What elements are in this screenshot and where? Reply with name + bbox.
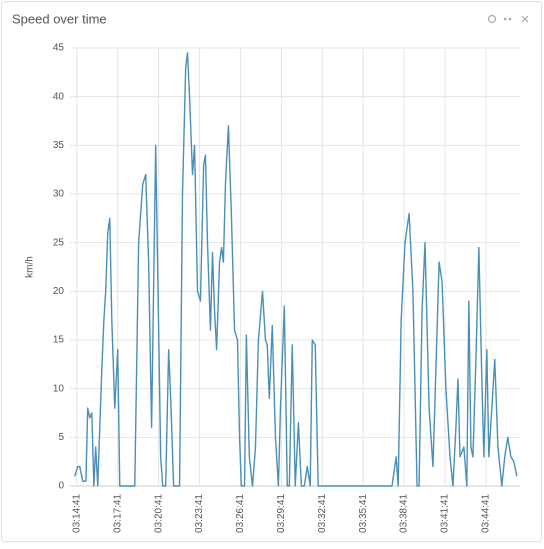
y-tick-label: 40 bbox=[53, 91, 65, 102]
y-tick-label: 0 bbox=[58, 481, 64, 492]
y-tick-label: 45 bbox=[53, 43, 65, 54]
x-tick-label: 03:32:41 bbox=[317, 494, 328, 533]
x-tick-label: 03:44:41 bbox=[481, 494, 492, 533]
menu-dot bbox=[508, 17, 512, 21]
y-tick-label: 15 bbox=[53, 335, 65, 346]
x-tick-label: 03:41:41 bbox=[440, 494, 451, 533]
x-tick-label: 03:20:41 bbox=[153, 494, 164, 533]
y-tick-label: 25 bbox=[53, 237, 65, 248]
widget-controls bbox=[487, 14, 529, 24]
x-tick-label: 03:38:41 bbox=[399, 494, 410, 533]
refresh-icon[interactable] bbox=[487, 14, 497, 24]
y-tick-label: 35 bbox=[53, 140, 65, 151]
chart-title: Speed over time bbox=[12, 11, 107, 26]
grid bbox=[70, 47, 520, 487]
y-tick-label: 10 bbox=[53, 383, 65, 394]
menu-dot bbox=[503, 17, 507, 21]
y-tick-label: 20 bbox=[53, 286, 65, 297]
data-line bbox=[74, 52, 518, 487]
x-tick-label: 03:26:41 bbox=[235, 494, 246, 533]
x-tick-label: 03:35:41 bbox=[358, 494, 369, 533]
y-tick-label: 5 bbox=[58, 432, 64, 443]
card bbox=[1, 1, 542, 542]
x-tick-label: 03:23:41 bbox=[194, 494, 205, 533]
y-tick-label: 30 bbox=[53, 189, 65, 200]
x-tick-label: 03:17:41 bbox=[112, 494, 123, 533]
x-tick-label: 03:14:41 bbox=[71, 494, 82, 533]
menu-icon[interactable] bbox=[503, 17, 512, 21]
close-stroke bbox=[521, 15, 529, 23]
close-icon[interactable] bbox=[521, 15, 529, 23]
y-axis-label: km/h bbox=[25, 256, 36, 278]
x-tick-label: 03:29:41 bbox=[276, 494, 287, 533]
